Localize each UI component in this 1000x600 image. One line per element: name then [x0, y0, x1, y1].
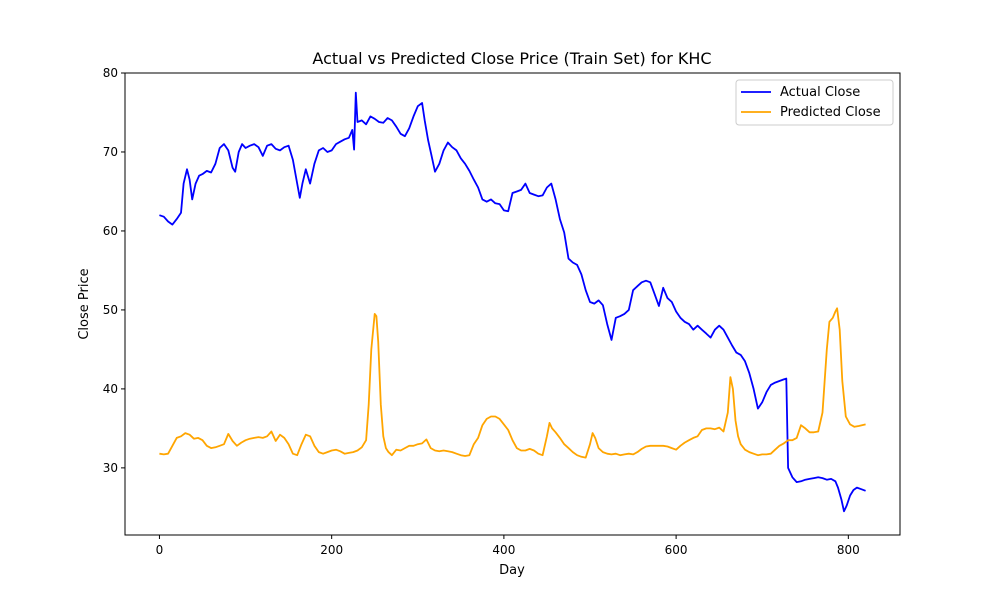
y-tick-label: 60 [103, 224, 118, 238]
y-tick-label: 70 [103, 145, 118, 159]
plot-series [159, 91, 866, 513]
series-line-predicted-close [159, 307, 866, 459]
plot-frame [124, 72, 901, 536]
x-axis-ticks: 0 200 400 600 800 [156, 535, 860, 557]
y-axis-label: Close Price [77, 268, 92, 339]
legend: Actual Close Predicted Close [735, 79, 894, 126]
x-tick-label: 200 [320, 543, 343, 557]
y-axis-ticks: 30 40 50 60 70 80 [103, 66, 125, 475]
y-tick-label: 50 [103, 303, 118, 317]
x-tick-label: 400 [492, 543, 515, 557]
series-line-actual-close [159, 91, 866, 513]
x-tick-label: 600 [665, 543, 688, 557]
y-tick-label: 30 [103, 461, 118, 475]
y-tick-label: 40 [103, 382, 118, 396]
x-axis-label: Day [499, 563, 525, 578]
x-tick-label: 800 [837, 543, 860, 557]
legend-entry: Predicted Close [780, 105, 881, 120]
legend-entry: Actual Close [780, 85, 860, 100]
chart-title: Actual vs Predicted Close Price (Train S… [312, 49, 711, 68]
y-tick-label: 80 [103, 66, 118, 80]
legend-box [735, 79, 894, 126]
x-tick-label: 0 [156, 543, 164, 557]
